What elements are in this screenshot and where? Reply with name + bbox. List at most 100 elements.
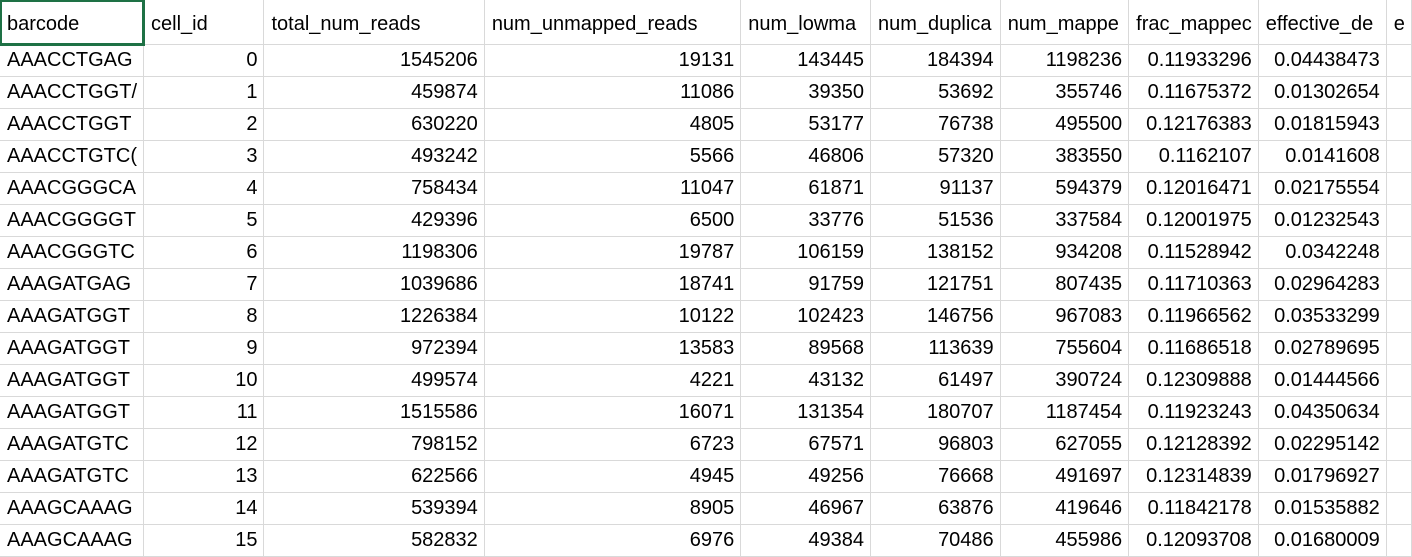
table-cell[interactable] [1386, 140, 1412, 173]
table-cell[interactable]: 19131 [484, 44, 742, 77]
table-cell[interactable]: 5 [143, 204, 265, 237]
table-cell[interactable]: 53692 [870, 76, 1001, 109]
table-cell[interactable]: AAAGATGGT [0, 396, 145, 429]
table-cell[interactable]: 4945 [484, 460, 742, 493]
table-cell[interactable]: 76738 [870, 108, 1001, 141]
table-cell[interactable]: 337584 [1000, 204, 1130, 237]
table-cell[interactable]: AAAGATGTC [0, 460, 145, 493]
table-cell[interactable]: 2 [143, 108, 265, 141]
table-cell[interactable]: 1 [143, 76, 265, 109]
table-cell[interactable]: 96803 [870, 428, 1001, 461]
header-cell[interactable]: num_lowma [740, 0, 872, 45]
table-cell[interactable]: 627055 [1000, 428, 1130, 461]
table-cell[interactable]: 459874 [263, 76, 485, 109]
table-cell[interactable]: 33776 [740, 204, 872, 237]
table-cell[interactable]: 0.04350634 [1258, 396, 1387, 429]
table-cell[interactable]: 495500 [1000, 108, 1130, 141]
table-cell[interactable]: 12 [143, 428, 265, 461]
table-cell[interactable]: 0.11933296 [1128, 44, 1259, 77]
table-cell[interactable]: 91137 [870, 172, 1001, 205]
table-cell[interactable]: 6 [143, 236, 265, 269]
table-cell[interactable]: 180707 [870, 396, 1001, 429]
table-cell[interactable]: 0.0141608 [1258, 140, 1387, 173]
table-cell[interactable]: 0.11675372 [1128, 76, 1259, 109]
table-cell[interactable]: 4805 [484, 108, 742, 141]
table-cell[interactable]: 53177 [740, 108, 872, 141]
table-cell[interactable]: AAACCTGGT/ [0, 76, 145, 109]
header-cell[interactable]: frac_mappec [1128, 0, 1259, 45]
header-cell[interactable]: num_duplica [870, 0, 1001, 45]
table-cell[interactable]: 967083 [1000, 300, 1130, 333]
table-cell[interactable]: 630220 [263, 108, 485, 141]
table-cell[interactable]: 5566 [484, 140, 742, 173]
table-cell[interactable]: 46967 [740, 492, 872, 525]
table-cell[interactable]: 0 [143, 44, 265, 77]
table-cell[interactable]: 758434 [263, 172, 485, 205]
table-cell[interactable]: 491697 [1000, 460, 1130, 493]
table-cell[interactable]: 13583 [484, 332, 742, 365]
table-cell[interactable]: 39350 [740, 76, 872, 109]
table-cell[interactable]: 63876 [870, 492, 1001, 525]
header-cell[interactable]: total_num_reads [263, 0, 485, 45]
table-cell[interactable]: 0.01796927 [1258, 460, 1387, 493]
table-cell[interactable]: 11047 [484, 172, 742, 205]
table-cell[interactable]: 184394 [870, 44, 1001, 77]
table-cell[interactable] [1386, 460, 1412, 493]
table-cell[interactable]: 0.12176383 [1128, 108, 1259, 141]
table-cell[interactable]: 0.03533299 [1258, 300, 1387, 333]
table-cell[interactable]: AAAGATGAG [0, 268, 145, 301]
header-cell[interactable]: cell_id [143, 0, 265, 45]
table-cell[interactable]: 499574 [263, 364, 485, 397]
table-cell[interactable]: 1198236 [1000, 44, 1130, 77]
table-cell[interactable]: 0.02175554 [1258, 172, 1387, 205]
table-cell[interactable]: 14 [143, 492, 265, 525]
table-cell[interactable]: 6500 [484, 204, 742, 237]
table-cell[interactable]: AAAGATGTC [0, 428, 145, 461]
table-cell[interactable]: 0.12001975 [1128, 204, 1259, 237]
table-cell[interactable]: 972394 [263, 332, 485, 365]
table-cell[interactable]: 11086 [484, 76, 742, 109]
table-cell[interactable]: AAACGGGGT [0, 204, 145, 237]
table-cell[interactable]: 383550 [1000, 140, 1130, 173]
table-cell[interactable] [1386, 300, 1412, 333]
table-cell[interactable] [1386, 428, 1412, 461]
table-cell[interactable] [1386, 108, 1412, 141]
table-cell[interactable]: 0.01302654 [1258, 76, 1387, 109]
table-cell[interactable]: 121751 [870, 268, 1001, 301]
table-cell[interactable]: 0.11923243 [1128, 396, 1259, 429]
table-cell[interactable]: 4 [143, 172, 265, 205]
table-cell[interactable]: 106159 [740, 236, 872, 269]
table-cell[interactable]: 11 [143, 396, 265, 429]
table-cell[interactable]: AAACCTGAG [0, 44, 145, 77]
table-cell[interactable]: 49256 [740, 460, 872, 493]
table-cell[interactable]: 7 [143, 268, 265, 301]
table-cell[interactable]: 10 [143, 364, 265, 397]
table-cell[interactable]: 355746 [1000, 76, 1130, 109]
table-cell[interactable]: 0.11842178 [1128, 492, 1259, 525]
table-cell[interactable]: 0.0342248 [1258, 236, 1387, 269]
active-header-cell[interactable]: barcode [0, 0, 145, 46]
table-cell[interactable] [1386, 268, 1412, 301]
table-cell[interactable]: 143445 [740, 44, 872, 77]
table-cell[interactable]: 51536 [870, 204, 1001, 237]
header-cell[interactable]: num_mappe [1000, 0, 1130, 45]
table-cell[interactable]: 755604 [1000, 332, 1130, 365]
table-cell[interactable]: 4221 [484, 364, 742, 397]
table-cell[interactable]: 798152 [263, 428, 485, 461]
table-cell[interactable] [1386, 364, 1412, 397]
table-cell[interactable]: 594379 [1000, 172, 1130, 205]
table-cell[interactable]: AAAGATGGT [0, 300, 145, 333]
table-cell[interactable]: 539394 [263, 492, 485, 525]
table-cell[interactable]: 0.12128392 [1128, 428, 1259, 461]
table-cell[interactable]: 390724 [1000, 364, 1130, 397]
header-cell[interactable]: effective_de [1258, 0, 1387, 45]
table-cell[interactable]: 67571 [740, 428, 872, 461]
table-cell[interactable]: 131354 [740, 396, 872, 429]
table-cell[interactable] [1386, 492, 1412, 525]
table-cell[interactable]: 934208 [1000, 236, 1130, 269]
table-cell[interactable]: 419646 [1000, 492, 1130, 525]
table-cell[interactable]: 102423 [740, 300, 872, 333]
table-cell[interactable]: 61497 [870, 364, 1001, 397]
table-cell[interactable]: 0.01232543 [1258, 204, 1387, 237]
